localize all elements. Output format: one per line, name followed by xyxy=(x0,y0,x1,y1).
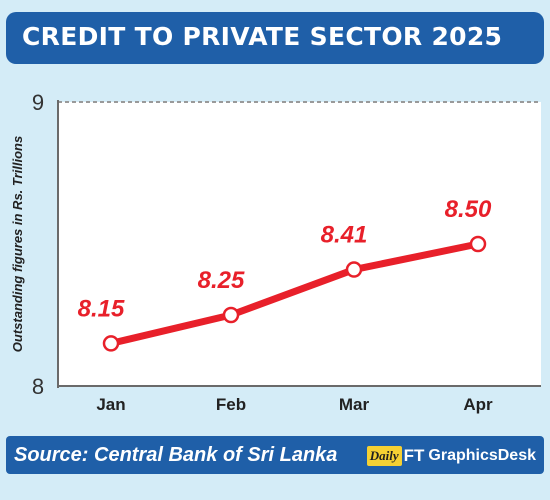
daily-logo: Daily xyxy=(366,446,402,466)
chart-title: CREDIT TO PRIVATE SECTOR 2025 xyxy=(22,22,503,51)
line-chart: Outstanding figures in Rs. Trillions 89 … xyxy=(10,90,541,414)
x-tick-label-apr: Apr xyxy=(463,395,493,414)
graphics-desk-label: GraphicsDesk xyxy=(428,447,536,464)
data-point-mar xyxy=(345,261,363,278)
value-label-jan: 8.15 xyxy=(78,295,125,322)
footer-bar: Source: Central Bank of Sri Lanka Daily … xyxy=(6,436,544,474)
source-note: Source: Central Bank of Sri Lanka xyxy=(14,444,338,466)
y-axis-label: Outstanding figures in Rs. Trillions xyxy=(10,136,25,352)
data-point-jan xyxy=(102,335,120,352)
data-point-apr xyxy=(469,235,487,253)
value-label-feb: 8.25 xyxy=(198,267,245,294)
x-tick-label-feb: Feb xyxy=(216,395,246,414)
y-tick-label-9: 9 xyxy=(32,90,44,115)
data-point-feb xyxy=(222,306,240,324)
x-tick-label-mar: Mar xyxy=(339,395,370,414)
graphics-credit: Daily FT GraphicsDesk xyxy=(366,444,536,468)
value-label-mar: 8.41 xyxy=(321,222,368,249)
value-label-apr: 8.50 xyxy=(445,196,492,223)
series-line xyxy=(107,240,482,347)
title-bar: CREDIT TO PRIVATE SECTOR 2025 xyxy=(6,12,544,64)
x-tick-label-jan: Jan xyxy=(96,395,125,414)
ft-logo: FT xyxy=(403,446,425,465)
y-tick-label-8: 8 xyxy=(32,374,44,399)
